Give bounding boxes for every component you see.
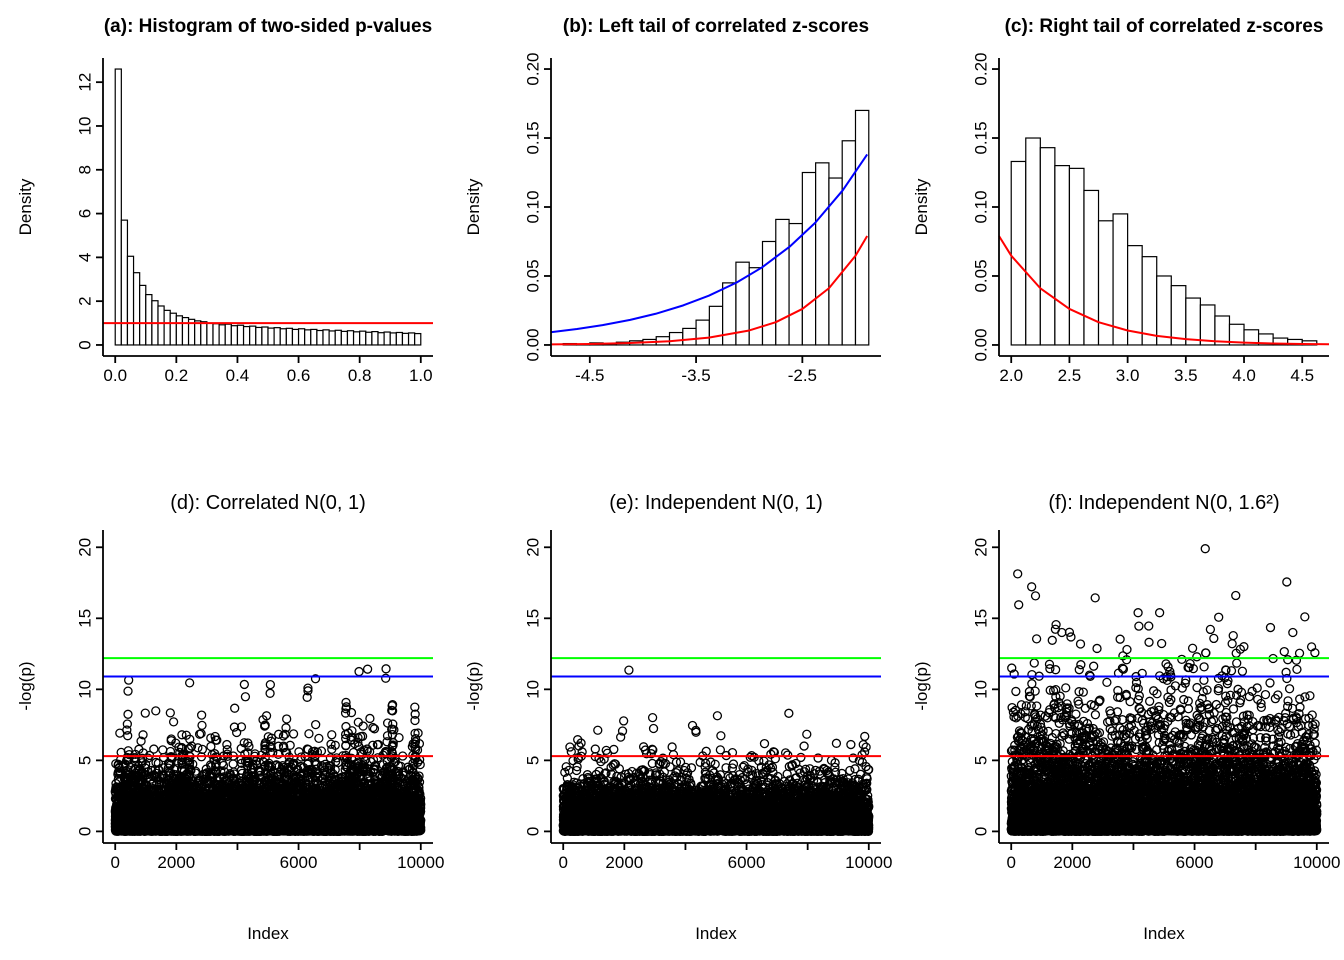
right-tail-histogram-canvas [896,0,1344,480]
panel-d: (d): Correlated N(0, 1) -log(p) Index [0,480,448,960]
panel-f: (f): Independent N(0, 1.6²) -log(p) Inde… [896,480,1344,960]
panel-b: (b): Left tail of correlated z-scores De… [448,0,896,480]
panel-c-ylabel: Density [912,178,931,236]
panel-f-title: (f): Independent N(0, 1.6²) [1048,492,1280,514]
panel-f-ylabel: -log(p) [912,661,931,711]
panel-e-xlabel: Index [695,924,737,943]
panel-d-ylabel: -log(p) [16,661,35,711]
left-tail-histogram-canvas [448,0,896,480]
panel-b-title: (b): Left tail of correlated z-scores [562,16,870,37]
correlated-scatter-canvas [0,480,448,960]
panel-f-xlabel: Index [1143,924,1185,943]
independent-wide-scatter-canvas [896,480,1344,960]
panel-a: (a): Histogram of two-sided p-values Den… [0,0,448,480]
panel-e-ylabel: -log(p) [464,661,483,711]
panel-d-title: (d): Correlated N(0, 1) [170,492,366,514]
panel-c: (c): Right tail of correlated z-scores D… [896,0,1344,480]
panel-d-xlabel: Index [247,924,289,943]
panel-a-ylabel: Density [16,178,35,236]
panel-a-title: (a): Histogram of two-sided p-values [103,16,433,37]
panel-b-ylabel: Density [464,178,483,236]
independent-scatter-canvas [448,480,896,960]
panel-c-title: (c): Right tail of correlated z-scores [1004,16,1324,37]
panel-e-title: (e): Independent N(0, 1) [609,492,823,514]
panel-e: (e): Independent N(0, 1) -log(p) Index [448,480,896,960]
pvalue-histogram-canvas [0,0,448,480]
